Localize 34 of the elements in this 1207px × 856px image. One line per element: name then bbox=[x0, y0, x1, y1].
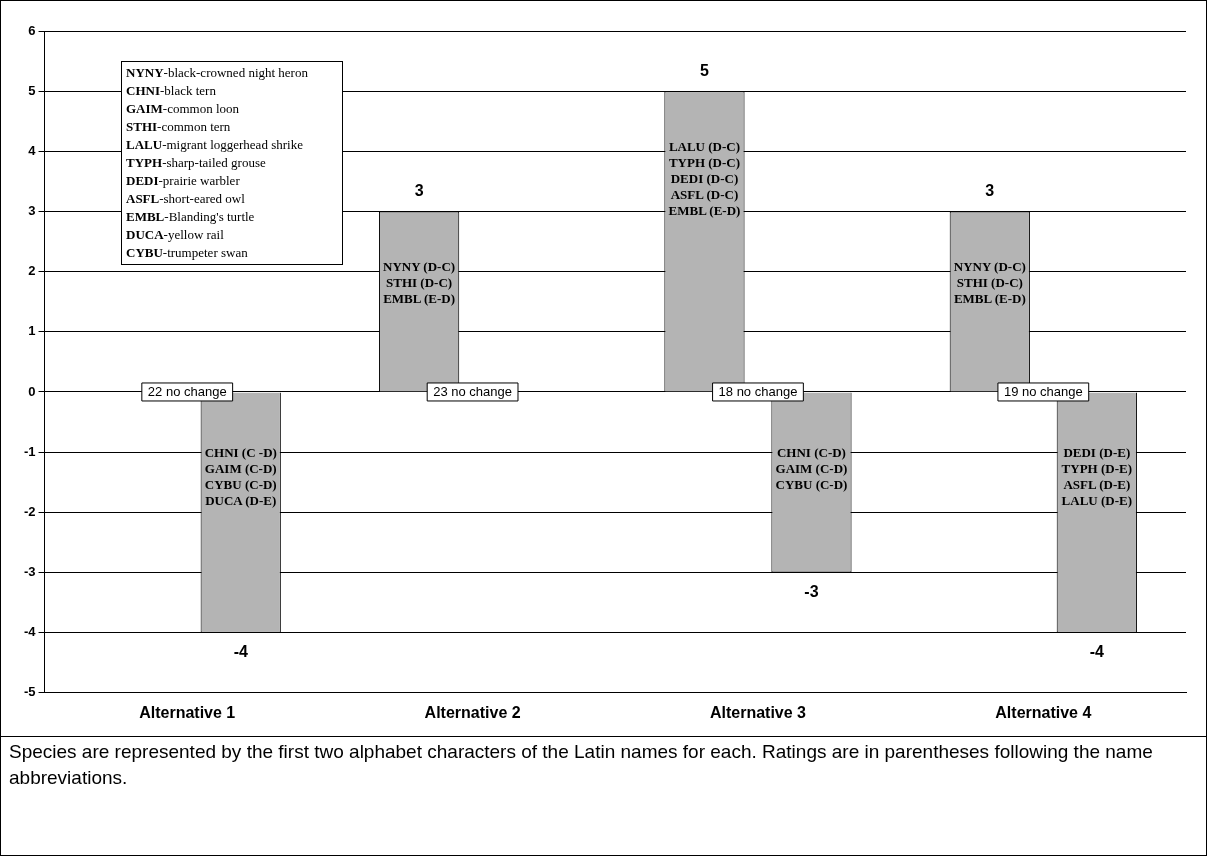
x-tick-label: Alternative 3 bbox=[709, 703, 807, 721]
x-tick-label: Alternative 4 bbox=[995, 703, 1092, 721]
y-tick-label: -2 bbox=[24, 503, 36, 519]
annotation: CHNI (C-D) GAIM (C-D) CYBU (C-D) bbox=[775, 444, 848, 492]
y-tick-label: 6 bbox=[28, 22, 36, 38]
y-tick-label: -1 bbox=[24, 443, 36, 459]
annotation: 19 no change bbox=[1003, 383, 1083, 399]
y-tick-label: 0 bbox=[28, 383, 36, 399]
data-label: 5 bbox=[700, 61, 709, 79]
annotation: DEDI (D-E) TYPH (D-E) ASFL (D-E) LALU (D-E) bbox=[1061, 444, 1133, 508]
y-tick-label: 4 bbox=[28, 142, 37, 158]
y-tick-label: -3 bbox=[24, 564, 36, 580]
data-label: 3 bbox=[414, 181, 424, 199]
annotation: CHNI (C -D) GAIM (C-D) CYBU (C-D) DUCA (D-E) bbox=[204, 444, 277, 508]
y-tick-label: 5 bbox=[28, 82, 36, 98]
x-tick-label: Alternative 2 bbox=[424, 703, 521, 721]
data-label: -3 bbox=[804, 582, 819, 600]
annotation: LALU (D-C) TYPH (D-C) DEDI (D-C) ASFL (D-C) EMBL (E-D) bbox=[668, 139, 741, 219]
y-tick-label: 2 bbox=[28, 263, 36, 279]
annotation: 23 no change bbox=[433, 383, 512, 399]
y-tick-label: 3 bbox=[28, 203, 36, 219]
y-tick-label: 1 bbox=[28, 323, 36, 339]
data-label: -4 bbox=[233, 643, 248, 661]
x-tick-label: Alternative 1 bbox=[139, 703, 236, 721]
annotation: NYNY (D-C) STHI (D-C) EMBL (E-D) bbox=[953, 259, 1026, 307]
y-tick-label: -5 bbox=[24, 684, 36, 700]
data-label: -4 bbox=[1089, 643, 1105, 661]
text: NYNY-black-crowned night heron CHNI-black tern GAIM-common loon STHI-common tern LALU-migrant loggerhead shrike TYPH-sharp-tailed grouse DEDI-prairie warbler ASFL-short-eared owl EMBL-Blanding's turtle DUCA-yellow rail CYBU-trumpeter swan bbox=[126, 65, 308, 260]
text: Species are represented by the first two alphabet characters of the Latin names for each. Ratings are in parentheses following the name abbreviations. bbox=[1, 736, 1206, 855]
annotation: 18 no change bbox=[718, 383, 798, 399]
data-label: 3 bbox=[985, 181, 995, 199]
annotation: NYNY (D-C) STHI (D-C) EMBL (E-D) bbox=[383, 259, 456, 307]
y-tick-label: -4 bbox=[24, 624, 37, 640]
annotation: 22 no change bbox=[147, 383, 227, 399]
